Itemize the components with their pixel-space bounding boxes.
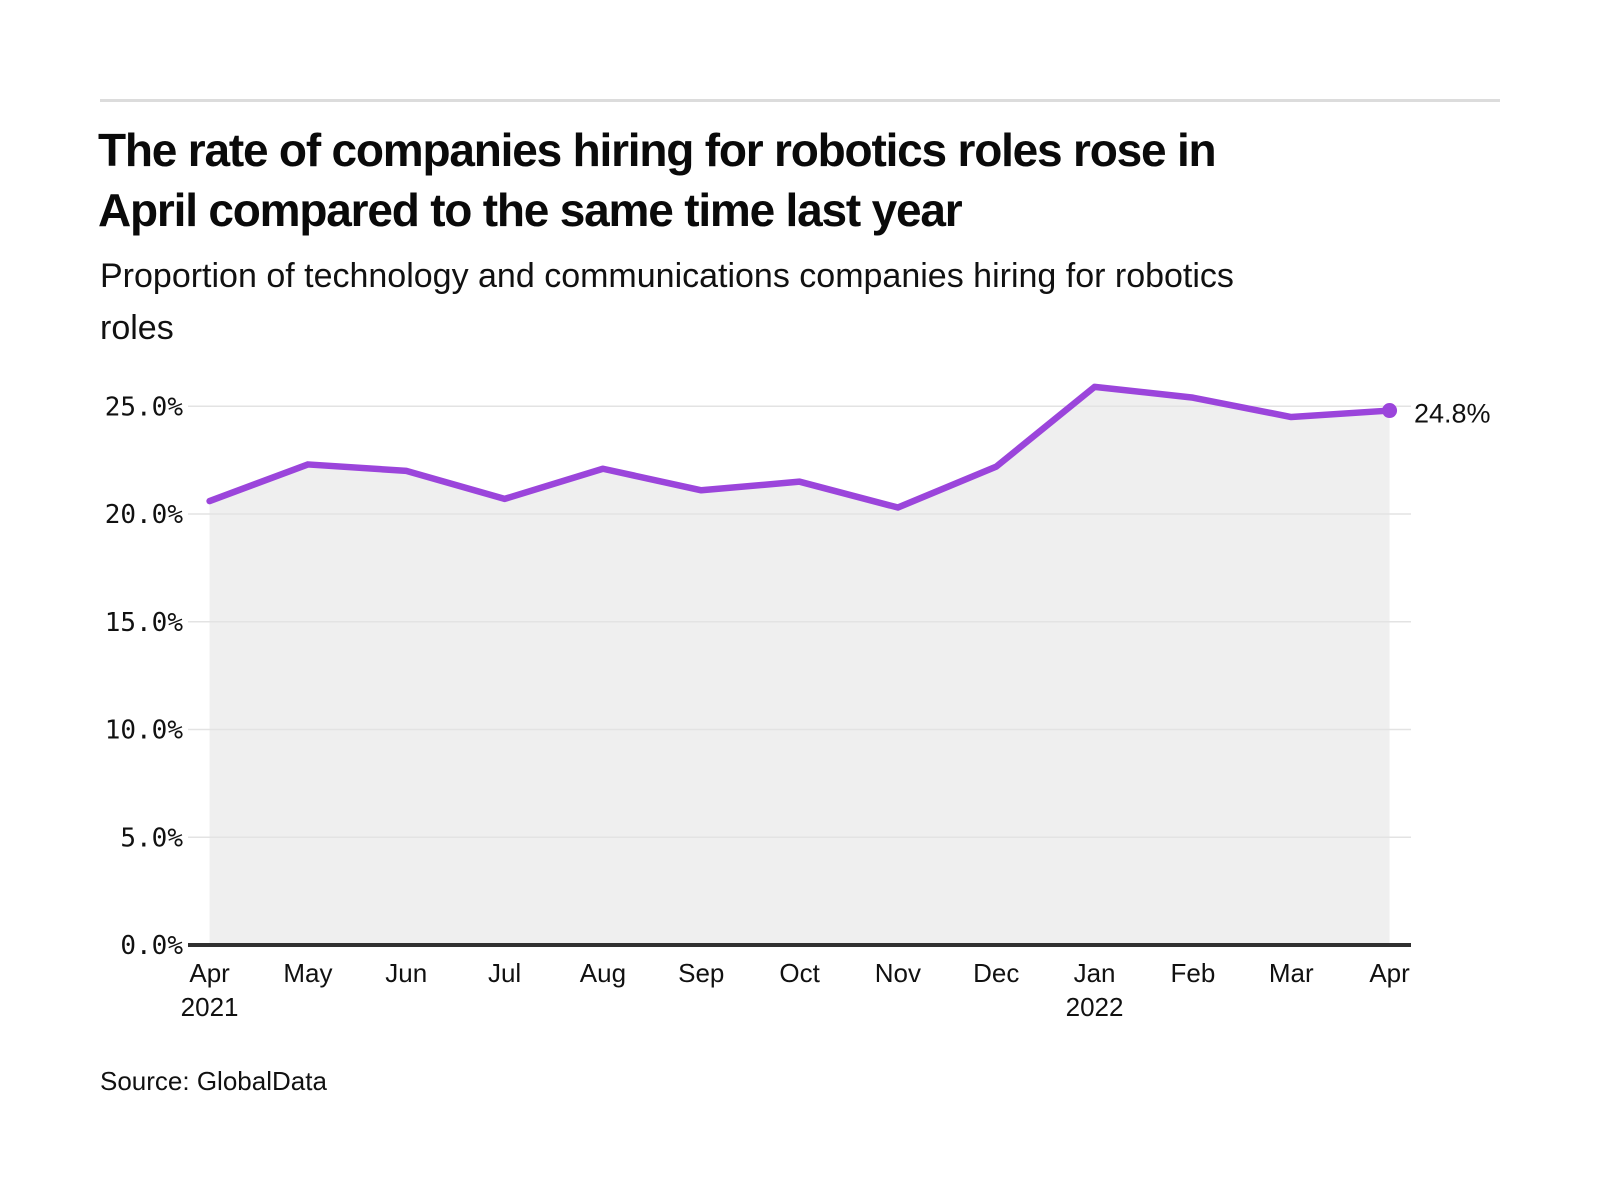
last-point-value-label: 24.8% <box>1414 399 1491 429</box>
page-title-line-1: The rate of companies hiring for robotic… <box>98 124 1217 176</box>
page-title: The rate of companies hiring for robotic… <box>98 120 1518 240</box>
x-tick-label-8: Dec <box>973 958 1019 988</box>
x-year-label-2022: 2022 <box>1066 992 1124 1022</box>
x-tick-label-12: Apr <box>1369 958 1410 988</box>
x-tick-label-11: Mar <box>1269 958 1314 988</box>
y-tick-label-20: 20.0% <box>105 500 184 530</box>
x-tick-label-7: Nov <box>875 958 921 988</box>
x-tick-label-4: Aug <box>580 958 626 988</box>
x-tick-label-9: Jan <box>1074 958 1116 988</box>
x-year-label-2021: 2021 <box>181 992 239 1022</box>
robotics-hiring-area-chart: 0.0% 5.0% 10.0% 15.0% 20.0% 25.0% 24.8% Apr May J… <box>105 383 1491 1022</box>
y-tick-label-0: 0.0% <box>120 931 183 961</box>
last-point-marker <box>1382 403 1398 419</box>
y-tick-label-10: 10.0% <box>105 716 184 746</box>
x-tick-label-3: Jul <box>488 958 521 988</box>
y-tick-label-25: 25.0% <box>105 392 184 422</box>
x-tick-label-2: Jun <box>385 958 427 988</box>
data-line <box>206 383 1393 511</box>
x-tick-label-5: Sep <box>678 958 724 988</box>
x-tick-label-0: Apr <box>189 958 230 988</box>
y-tick-label-5: 5.0% <box>120 823 183 853</box>
page-title-line-2: April compared to the same time last yea… <box>98 184 963 236</box>
top-divider-rule <box>100 99 1500 102</box>
x-tick-label-1: May <box>283 958 332 988</box>
x-tick-label-6: Oct <box>779 958 820 988</box>
chart-subtitle-line-2: roles <box>100 309 174 347</box>
chart-subtitle: Proportion of technology and communicati… <box>100 250 1520 354</box>
area-fill <box>209 386 1390 946</box>
y-tick-label-15: 15.0% <box>105 608 184 638</box>
source-attribution: Source: GlobalData <box>100 1066 327 1096</box>
chart-subtitle-line-1: Proportion of technology and communicati… <box>100 257 1234 295</box>
x-tick-label-10: Feb <box>1170 958 1215 988</box>
